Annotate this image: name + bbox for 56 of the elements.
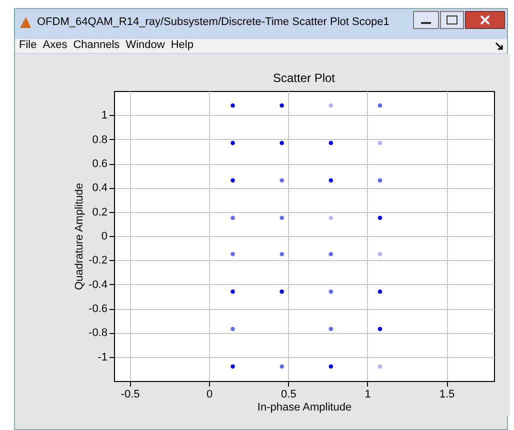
x-tick-label: -0.5 bbox=[120, 388, 140, 400]
point bbox=[230, 364, 235, 369]
y-tick-label: 0.8 bbox=[92, 134, 108, 146]
text: Help bbox=[170, 39, 194, 51]
y-tick-label: 0 bbox=[101, 230, 108, 242]
point bbox=[280, 252, 284, 256]
point bbox=[280, 364, 284, 369]
text: Axes bbox=[42, 39, 68, 51]
text: OFDM_64QAM_R14_ray/Subsystem/Discrete-Time Scatter Plot Scope1 bbox=[37, 16, 390, 28]
chart-title: Scatter Plot bbox=[272, 71, 336, 85]
point bbox=[378, 252, 382, 256]
x-tick-label: 0 bbox=[206, 388, 213, 400]
point bbox=[230, 326, 235, 332]
point bbox=[328, 289, 334, 294]
x-axis-title: In-phase Amplitude bbox=[257, 402, 352, 414]
point bbox=[328, 326, 334, 332]
point bbox=[280, 140, 284, 146]
point bbox=[280, 103, 284, 108]
y-tick-label: -0.8 bbox=[88, 327, 108, 340]
y-axis-title: Quadrature Amplitude bbox=[74, 182, 86, 290]
y-tick-label: 1 bbox=[101, 110, 108, 122]
point bbox=[378, 216, 382, 220]
y-tick-label: -1 bbox=[98, 351, 108, 364]
text: File bbox=[19, 39, 37, 51]
point bbox=[378, 289, 382, 294]
x-tick-label: 1.5 bbox=[439, 388, 455, 400]
point bbox=[328, 364, 334, 369]
point bbox=[378, 326, 382, 332]
y-tick-label: -0.4 bbox=[88, 278, 108, 291]
point bbox=[230, 216, 235, 220]
x-tick-label: 1 bbox=[364, 388, 371, 400]
point bbox=[230, 140, 235, 146]
point bbox=[280, 216, 284, 220]
point bbox=[378, 364, 382, 369]
text: Window bbox=[126, 39, 165, 51]
text: Channels bbox=[73, 39, 120, 51]
point bbox=[328, 178, 334, 183]
point bbox=[378, 178, 382, 183]
y-tick-label: 0.4 bbox=[92, 182, 108, 194]
point bbox=[230, 252, 235, 256]
x-tick-label: 0.5 bbox=[281, 388, 296, 400]
point bbox=[328, 103, 334, 108]
point bbox=[280, 289, 284, 294]
y-tick-label: -0.6 bbox=[88, 303, 108, 315]
point bbox=[280, 178, 284, 183]
y-tick-label: 0.2 bbox=[92, 206, 108, 218]
point bbox=[328, 140, 334, 146]
point bbox=[230, 289, 235, 294]
point bbox=[328, 252, 334, 256]
y-tick-label: -0.2 bbox=[88, 254, 108, 267]
point bbox=[230, 103, 235, 108]
point bbox=[230, 178, 235, 183]
point bbox=[328, 216, 334, 220]
y-tick-label: 0.6 bbox=[92, 158, 108, 170]
point bbox=[378, 103, 382, 108]
point bbox=[378, 140, 382, 146]
